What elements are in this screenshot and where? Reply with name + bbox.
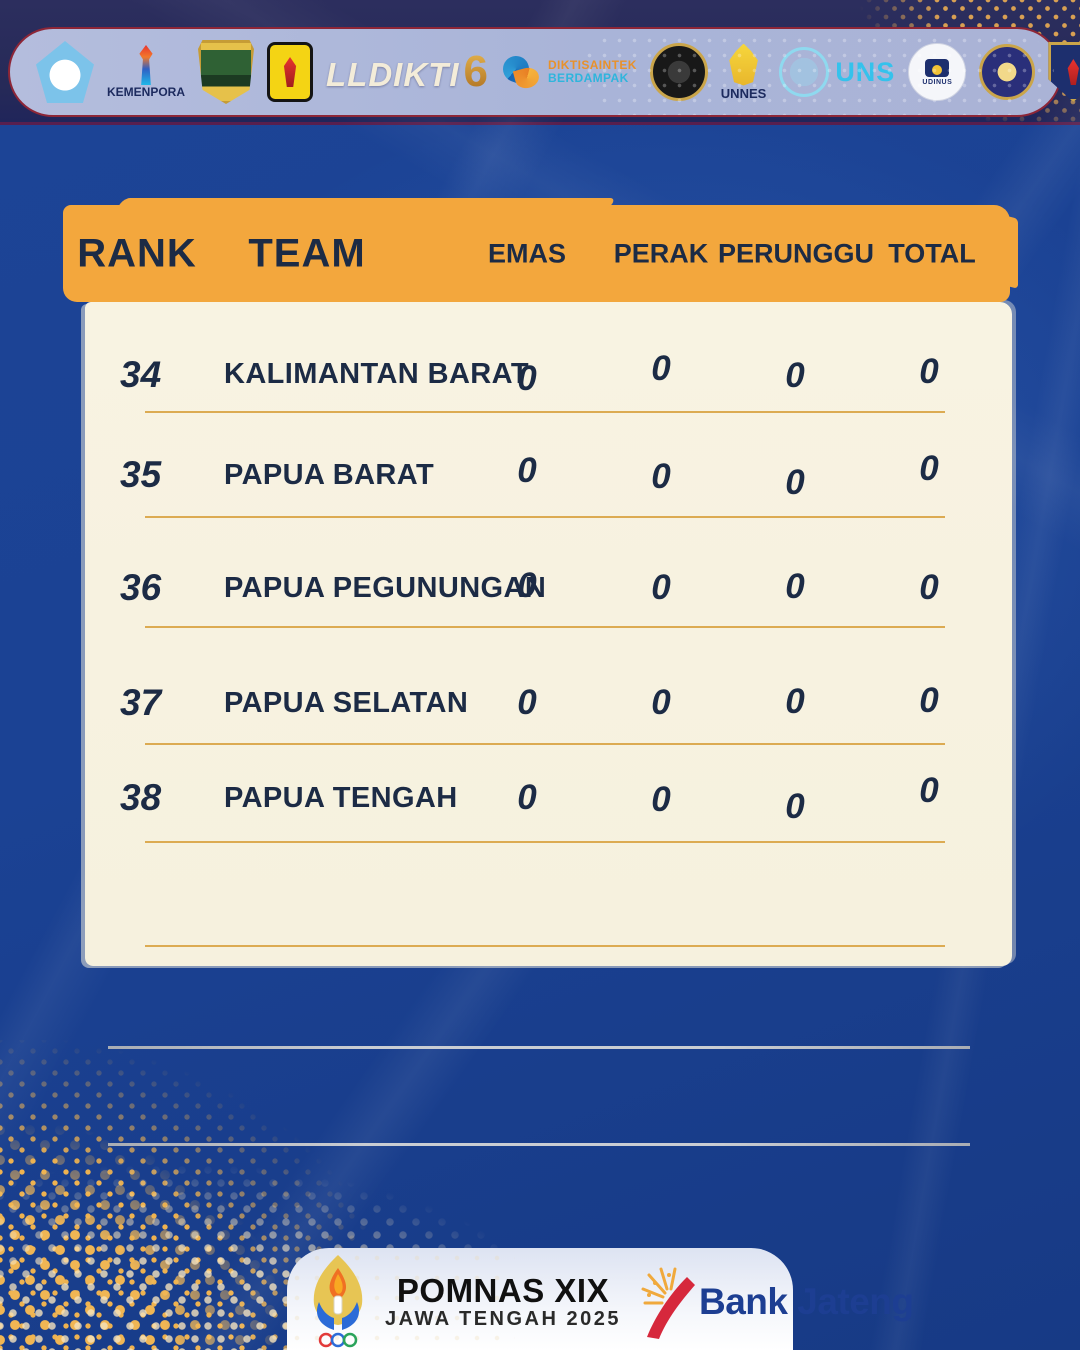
- udinus-label: UDINUS: [922, 78, 953, 86]
- table-row: 38 PAPUA TENGAH 0 0 0 0: [85, 745, 1012, 843]
- emas-value: 0: [517, 778, 537, 817]
- tut-wuri-handayani-logo: [36, 41, 94, 103]
- team-name: PAPUA PEGUNUNGAN: [224, 571, 547, 604]
- emas-value: 0: [517, 566, 537, 605]
- emas-value: 0: [517, 358, 537, 398]
- team-name: PAPUA BARAT: [224, 458, 435, 491]
- torch-icon: [139, 45, 153, 85]
- event-footer: POMNAS XIX JAWA TENGAH 2025 Bank Jateng: [287, 1248, 914, 1350]
- table-row: 34 KALIMANTAN BARAT 0 0 0 0: [85, 302, 1012, 413]
- diktisaintek-wordmark: DIKTISAINTEK BERDAMPAK: [547, 58, 637, 85]
- perunggu-value: 0: [785, 567, 805, 606]
- bank-jateng-logo: Bank Jateng: [635, 1263, 914, 1341]
- pomnas-logo: [301, 1252, 375, 1350]
- perak-value: 0: [651, 457, 671, 496]
- team-name: PAPUA SELATAN: [224, 686, 469, 719]
- perak-value: 0: [651, 348, 671, 388]
- event-subtitle: JAWA TENGAH 2025: [385, 1307, 621, 1330]
- navy-shield-icon: [1048, 42, 1080, 102]
- empty-table-row: [85, 843, 1012, 947]
- uns-logo: UNS: [779, 47, 895, 97]
- udinus-mark-icon: [925, 58, 950, 77]
- divider-line: [108, 1046, 970, 1049]
- standings-card: 34 KALIMANTAN BARAT 0 0 0 0 35 PAPUA BAR…: [85, 302, 1012, 966]
- udinus-seal-icon: UDINUS: [908, 43, 967, 101]
- lldikti-region-number: 6: [463, 47, 488, 96]
- pentagon-emblem-icon: [36, 41, 94, 103]
- column-header-perunggu: PERUNGGU: [717, 238, 875, 268]
- column-header-total: TOTAL: [888, 238, 976, 268]
- table-header-bar: RANK TEAM EMAS PERAK PERUNGGU TOTAL: [63, 205, 1010, 302]
- partner-logo-banner: KEMENPORA LLDIKTI 6 DIKTISAINTEK BERDAMP…: [8, 27, 1080, 117]
- total-value: 0: [919, 681, 939, 720]
- pomnas-torch-shield-logo: [267, 42, 314, 102]
- total-value: 0: [919, 449, 939, 488]
- universitas-diponegoro-logo: [649, 43, 708, 101]
- table-row: 36 PAPUA PEGUNUNGAN 0 0 0 0: [85, 518, 1012, 628]
- total-value: 0: [919, 351, 939, 391]
- uns-seal-icon: [779, 47, 830, 97]
- navy-shield-university-logo: [1048, 42, 1080, 102]
- perunggu-value: 0: [785, 463, 805, 502]
- team-name: KALIMANTAN BARAT: [224, 358, 529, 390]
- column-header-perak: PERAK: [613, 238, 709, 268]
- total-value: 0: [919, 568, 939, 607]
- perak-value: 0: [651, 780, 671, 819]
- rank-value: 35: [120, 454, 162, 495]
- column-header-team: TEAM: [248, 231, 366, 275]
- shield-icon: [198, 40, 255, 104]
- perunggu-value: 0: [785, 355, 805, 395]
- event-title: POMNAS XIX: [396, 1272, 610, 1310]
- ums-seal-icon: [979, 44, 1036, 100]
- lldikti-6-logo: LLDIKTI 6: [326, 47, 488, 97]
- uns-label: UNS: [835, 56, 896, 87]
- ums-logo: [979, 44, 1036, 100]
- divider-line: [108, 1143, 970, 1146]
- udinus-logo: UDINUS: [908, 43, 967, 101]
- jawa-tengah-emblem-logo: [198, 40, 255, 104]
- undip-seal-icon: [649, 43, 708, 101]
- sponsor-wordmark: Bank Jateng: [699, 1281, 914, 1322]
- unnes-flame-icon: [729, 43, 758, 86]
- diktisaintek-mark-icon: [499, 52, 542, 92]
- perak-value: 0: [651, 568, 671, 607]
- kemenpora-label: KEMENPORA: [107, 85, 186, 99]
- kemenpora-logo: KEMENPORA: [107, 45, 185, 99]
- perunggu-value: 0: [785, 682, 805, 721]
- unnes-logo: UNNES: [720, 43, 767, 101]
- column-header-rank: RANK: [77, 231, 197, 275]
- emas-value: 0: [517, 451, 537, 490]
- diktisaintek-berdampak-logo: DIKTISAINTEK BERDAMPAK: [499, 52, 637, 92]
- rank-value: 37: [120, 682, 162, 723]
- total-value: 0: [919, 771, 939, 810]
- lldikti-wordmark: LLDIKTI: [326, 56, 460, 93]
- bank-jateng-mark-icon: [641, 1267, 695, 1339]
- table-row: 37 PAPUA SELATAN 0 0 0 0: [85, 628, 1012, 745]
- emas-value: 0: [517, 683, 537, 722]
- team-name: PAPUA TENGAH: [224, 781, 458, 814]
- unnes-label: UNNES: [720, 85, 767, 101]
- flame-icon: [283, 57, 297, 87]
- yellow-shield-icon: [267, 42, 314, 102]
- table-row: 35 PAPUA BARAT 0 0 0 0: [85, 413, 1012, 518]
- rank-value: 38: [120, 777, 162, 818]
- rank-value: 34: [120, 353, 162, 395]
- perak-value: 0: [651, 683, 671, 722]
- rank-value: 36: [120, 567, 162, 608]
- column-header-emas: EMAS: [487, 238, 567, 268]
- event-title-block: POMNAS XIX JAWA TENGAH 2025: [385, 1274, 621, 1330]
- flame-icon: [1067, 59, 1079, 85]
- perunggu-value: 0: [785, 787, 805, 826]
